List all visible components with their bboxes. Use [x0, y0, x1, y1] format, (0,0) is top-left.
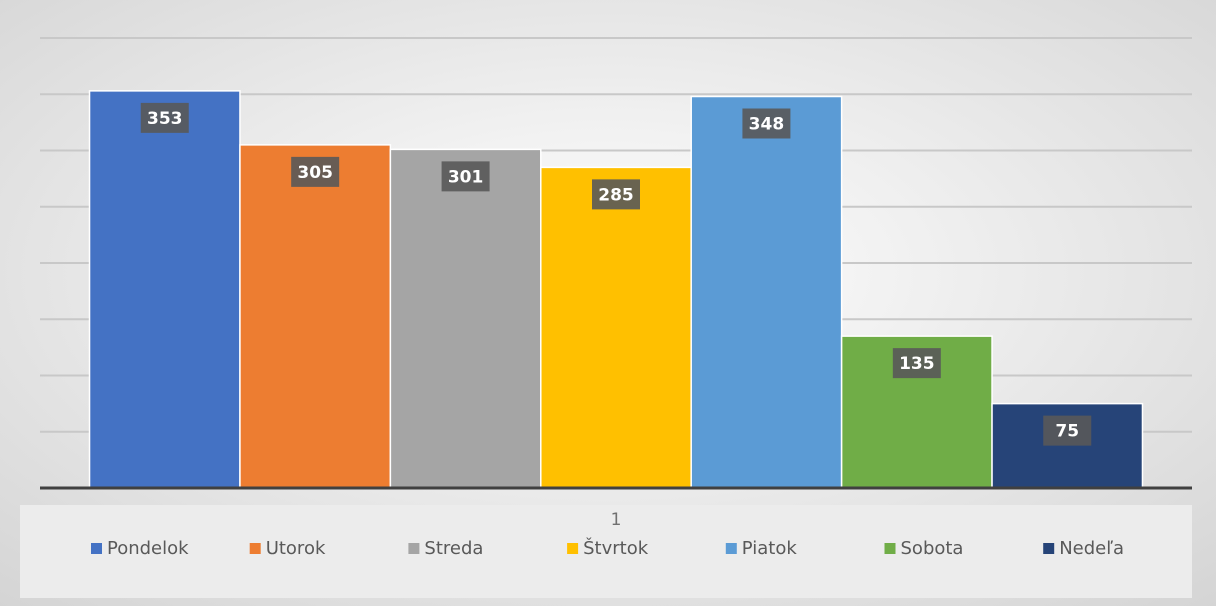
legend-label: Sobota	[901, 538, 964, 559]
data-label-box	[291, 156, 340, 187]
legend-swatch	[1043, 543, 1055, 554]
data-label: 301	[448, 167, 484, 187]
data-label-box	[1043, 415, 1092, 446]
bar	[88, 90, 241, 489]
legend-swatch	[249, 543, 261, 554]
legend-label: Utorok	[266, 538, 326, 559]
bar	[389, 148, 542, 489]
data-label-box	[140, 102, 189, 133]
legend-swatch	[567, 543, 579, 554]
bar	[540, 166, 692, 489]
x-tick-label: 1	[611, 510, 622, 530]
legend-swatch	[408, 543, 420, 554]
legend-label: Nedeľa	[1059, 538, 1124, 559]
bar	[991, 402, 1144, 489]
data-label-box	[592, 179, 640, 210]
data-label: 348	[749, 115, 785, 135]
legend-label: Streda	[424, 538, 483, 559]
legend-swatch	[725, 543, 737, 554]
legend-box	[20, 505, 1192, 598]
data-label-box	[892, 348, 941, 379]
legend-label: Štvrtok	[583, 537, 649, 559]
bar	[690, 95, 843, 489]
legend-swatch	[91, 543, 102, 554]
data-label: 135	[899, 354, 935, 374]
legend-label: Pondelok	[107, 538, 189, 559]
legend-label: Piatok	[742, 538, 798, 559]
data-label: 353	[147, 109, 183, 129]
bar	[239, 144, 392, 489]
data-label: 75	[1055, 422, 1079, 442]
data-label: 285	[598, 185, 634, 205]
data-label-box	[441, 161, 490, 192]
data-label: 305	[297, 163, 333, 183]
data-label-box	[742, 108, 791, 139]
legend-swatch	[884, 543, 896, 554]
